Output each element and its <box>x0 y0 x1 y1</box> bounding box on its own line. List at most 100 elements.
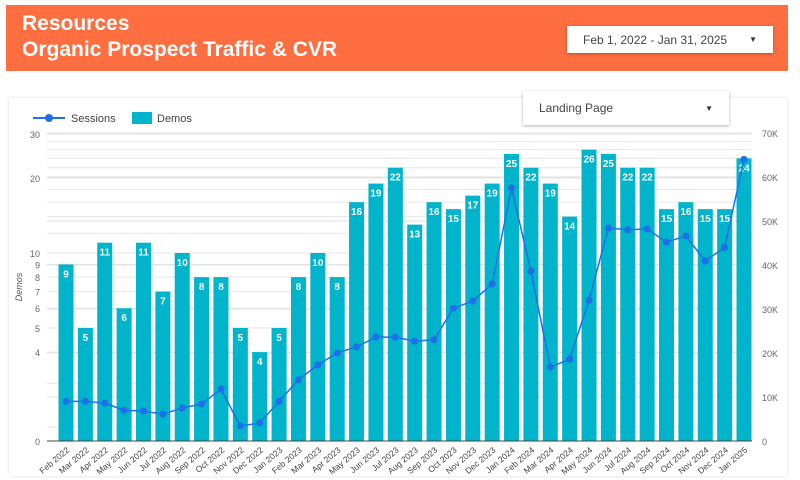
bar-data-label: 22 <box>622 173 634 184</box>
bar-data-label: 8 <box>218 282 224 293</box>
title-line-2: Organic Prospect Traffic & CVR <box>22 38 338 61</box>
sessions-point <box>139 407 147 415</box>
bar <box>232 327 248 441</box>
date-range-picker[interactable]: Feb 1, 2022 - Jan 31, 2025 ▼ <box>567 26 773 53</box>
sessions-point <box>391 333 399 341</box>
y-tick-label: 4 <box>35 348 40 358</box>
sessions-point <box>159 410 167 418</box>
bar <box>659 209 675 441</box>
bar <box>736 158 752 442</box>
title-line-1: Resources <box>22 12 130 35</box>
legend-sessions-label: Sessions <box>71 113 116 125</box>
legend-sessions-marker-icon <box>45 114 53 122</box>
sessions-point <box>178 404 186 412</box>
sessions-point <box>275 397 283 405</box>
bar <box>484 183 500 442</box>
sessions-point <box>314 361 322 369</box>
bar <box>213 277 229 441</box>
bar <box>368 183 384 442</box>
y2-tick-label: 20K <box>762 349 778 359</box>
bar-data-label: 10 <box>177 258 189 269</box>
sessions-point <box>469 297 477 305</box>
sessions-point <box>527 267 535 275</box>
dropdown-caret-icon: ▼ <box>705 103 713 113</box>
bar <box>329 277 345 441</box>
report-title: Resources Organic Prospect Traffic & CVR <box>22 11 337 63</box>
y-tick-label: 8 <box>35 273 40 283</box>
bar-data-label: 8 <box>199 282 205 293</box>
bar <box>717 209 733 441</box>
sessions-point <box>624 226 632 234</box>
bar-data-label: 8 <box>296 282 302 293</box>
sessions-point <box>294 376 302 384</box>
landing-page-filter[interactable]: Landing Page ▼ <box>523 91 729 125</box>
bar <box>77 327 93 441</box>
bar <box>562 216 578 441</box>
bar-data-label: 5 <box>276 333 282 344</box>
y-tick-label: 20 <box>30 174 40 184</box>
bar-data-label: 9 <box>63 269 69 280</box>
sessions-point <box>701 257 709 265</box>
sessions-point <box>353 343 361 351</box>
bar-data-label: 11 <box>99 248 110 259</box>
sessions-point <box>372 333 380 341</box>
bar-data-label: 6 <box>121 313 127 324</box>
bar-data-label: 7 <box>160 297 166 308</box>
y2-tick-label: 40K <box>762 261 778 271</box>
bar-data-label: 15 <box>448 214 460 225</box>
sessions-point <box>198 400 206 408</box>
y2-tick-label: 0 <box>762 437 767 447</box>
bar-data-label: 17 <box>467 201 479 212</box>
bar-data-label: 8 <box>334 282 340 293</box>
sessions-point <box>604 224 612 232</box>
y-tick-label: 30 <box>30 130 40 140</box>
bar-data-label: 19 <box>370 189 382 200</box>
legend-demos-swatch-icon <box>132 112 152 124</box>
bar <box>290 277 306 441</box>
sessions-point <box>488 280 496 288</box>
bar <box>445 209 461 441</box>
bar <box>194 277 210 441</box>
bar <box>58 264 74 441</box>
bar <box>387 167 403 441</box>
y-tick-label: 9 <box>35 260 40 270</box>
bar-data-label: 24 <box>738 163 750 174</box>
y-tick-label: 0 <box>35 437 40 447</box>
y2-tick-label: 60K <box>762 173 778 183</box>
bar-data-label: 16 <box>680 207 692 218</box>
sessions-point <box>256 419 264 427</box>
bar <box>542 183 558 442</box>
bar-data-label: 22 <box>390 173 402 184</box>
sessions-point <box>643 225 651 233</box>
sessions-point <box>721 243 729 251</box>
sessions-point <box>740 155 748 163</box>
y-tick-label: 7 <box>35 288 40 298</box>
sessions-point <box>217 385 225 393</box>
bar-data-label: 19 <box>487 189 499 200</box>
bar <box>407 224 423 441</box>
sessions-point <box>81 397 89 405</box>
date-range-value: Feb 1, 2022 - Jan 31, 2025 <box>583 32 728 47</box>
bar <box>678 202 694 441</box>
y2-tick-label: 30K <box>762 305 778 315</box>
bar <box>155 291 171 441</box>
bar <box>504 153 520 441</box>
sessions-point <box>101 399 109 407</box>
sessions-point <box>411 337 419 345</box>
bar <box>697 209 713 441</box>
bar <box>426 202 442 441</box>
sessions-point <box>120 406 128 414</box>
bar <box>581 149 597 441</box>
bar-data-label: 16 <box>351 207 363 218</box>
y-axis-label: Demos <box>14 272 24 301</box>
bar-data-label: 14 <box>564 222 576 233</box>
y-tick-label: 6 <box>35 304 40 314</box>
bar-data-label: 15 <box>700 214 712 225</box>
sessions-point <box>236 422 244 430</box>
bar <box>97 242 113 441</box>
bar-data-label: 25 <box>603 159 615 170</box>
bar <box>349 202 365 441</box>
bar <box>600 153 616 441</box>
bar-data-label: 26 <box>583 155 595 166</box>
